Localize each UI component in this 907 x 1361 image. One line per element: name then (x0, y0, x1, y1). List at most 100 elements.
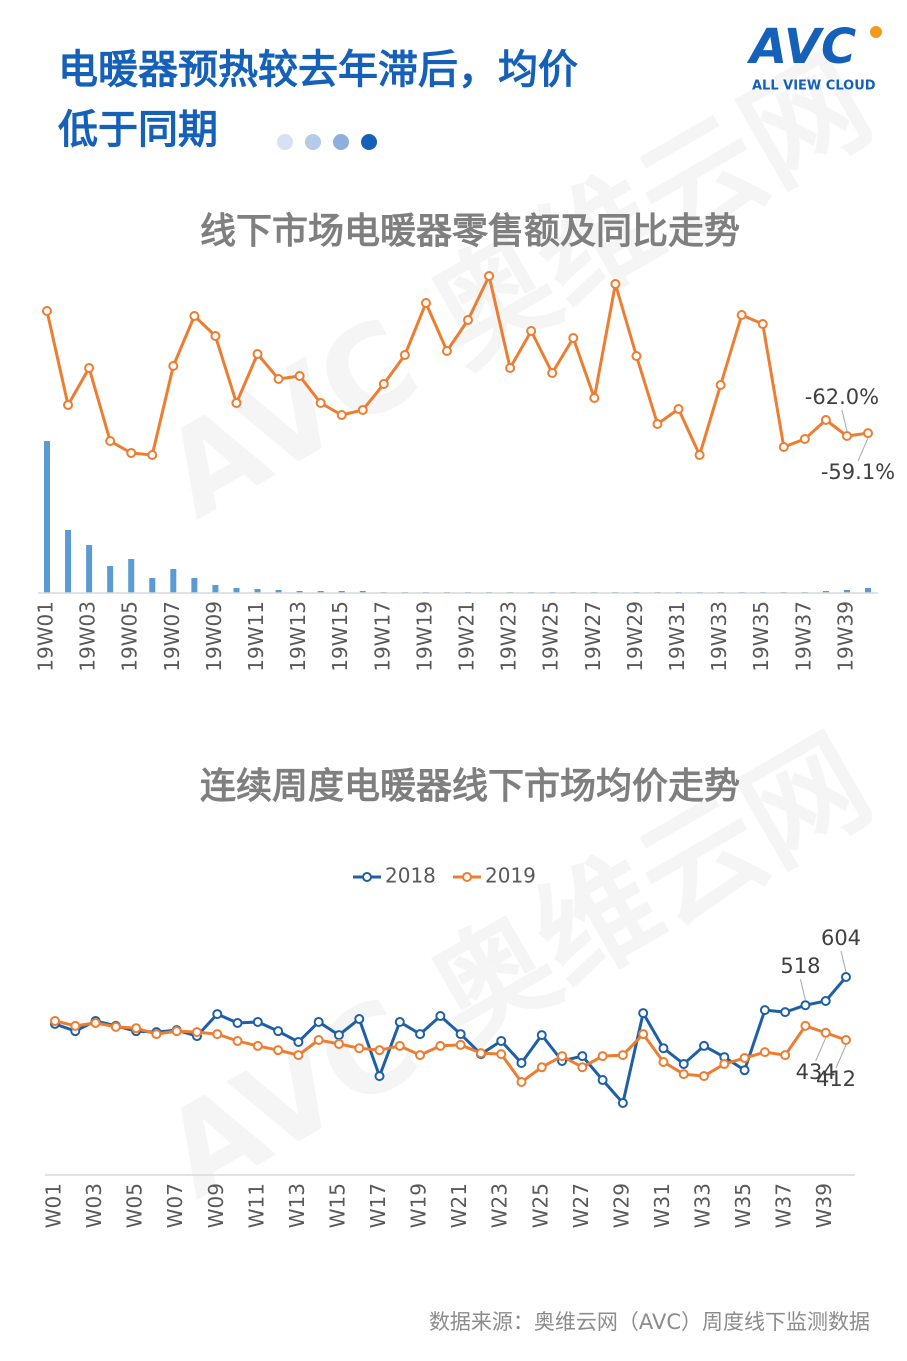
marker (631, 351, 642, 361)
marker (336, 410, 347, 420)
marker (652, 419, 663, 429)
marker (658, 1056, 669, 1067)
bar (822, 591, 829, 593)
marker (589, 393, 600, 403)
x-tick-label: W09 (204, 1183, 228, 1228)
x-tick-label: 19W21 (455, 601, 479, 672)
legend-marker (362, 872, 372, 882)
x-tick-label: W35 (731, 1183, 755, 1228)
x-tick-label: 19W31 (665, 601, 689, 672)
marker (699, 1071, 710, 1082)
marker (354, 1043, 365, 1054)
marker (313, 1016, 324, 1027)
page-title: 电暖器预热较去年滞后，均价 (58, 47, 578, 93)
marker (739, 1065, 750, 1076)
marker (333, 1038, 344, 1049)
svg-text:AVC 奥维云网: AVC 奥维云网 (141, 32, 892, 546)
marker (455, 1029, 466, 1040)
x-tick-label: W01 (42, 1183, 66, 1228)
source: 数据来源：奥维云网（AVC）周度线下监测数据 (429, 1310, 870, 1334)
data-label: 518 (780, 954, 820, 978)
marker (673, 404, 684, 414)
marker (354, 1014, 365, 1024)
x-tick-label: W27 (569, 1183, 593, 1228)
marker (294, 371, 305, 381)
marker (415, 1029, 426, 1040)
marker (516, 1077, 527, 1087)
x-tick-label: W21 (447, 1183, 471, 1228)
marker (273, 1045, 284, 1056)
marker (131, 1023, 142, 1034)
marker (168, 361, 179, 371)
x-tick-label: W29 (609, 1183, 633, 1228)
x-tick-label: 19W09 (202, 601, 226, 672)
marker (463, 315, 474, 325)
x-tick-label: W25 (528, 1183, 552, 1228)
page-title: 低于同期 (58, 107, 218, 153)
marker (536, 1062, 547, 1073)
marker (210, 331, 221, 341)
marker (84, 363, 95, 373)
marker (841, 431, 852, 441)
bar (843, 590, 850, 593)
bar (149, 578, 156, 593)
bar (86, 545, 93, 593)
marker (778, 442, 789, 452)
marker (484, 271, 495, 281)
marker (780, 1050, 791, 1061)
marker (90, 1017, 101, 1028)
x-tick-label: 19W27 (581, 601, 605, 672)
marker (357, 405, 368, 415)
bar (128, 559, 135, 593)
marker (394, 1016, 405, 1027)
marker (374, 1045, 385, 1056)
decor-dots (277, 134, 377, 150)
x-tick-label: 19W13 (286, 601, 310, 672)
marker (70, 1020, 81, 1031)
marker (610, 279, 621, 289)
marker (333, 1030, 344, 1041)
marker (820, 1027, 831, 1038)
x-tick-label: W39 (812, 1183, 836, 1228)
marker (568, 333, 579, 343)
x-tick-label: W31 (650, 1183, 674, 1228)
marker (577, 1051, 588, 1062)
marker (699, 1040, 710, 1051)
marker (547, 368, 558, 378)
marker (694, 450, 705, 460)
marker (496, 1035, 507, 1046)
bar (65, 530, 72, 593)
logo-dot (870, 26, 882, 38)
marker (736, 310, 747, 320)
marker (638, 1008, 649, 1019)
x-tick-label: 19W17 (370, 601, 394, 672)
x-tick-label: 19W05 (118, 601, 142, 672)
marker (435, 1011, 446, 1022)
marker (800, 1000, 811, 1011)
x-tick-label: 19W29 (623, 601, 647, 672)
marker (505, 363, 516, 373)
marker (231, 398, 242, 408)
bar (191, 578, 198, 593)
marker (820, 995, 831, 1006)
marker (105, 436, 116, 446)
marker (171, 1026, 182, 1037)
bar (359, 591, 366, 593)
marker (110, 1021, 121, 1032)
x-tick-label: 19W25 (539, 601, 563, 672)
marker (378, 379, 389, 389)
chart-title: 连续周度电暖器线下市场均价走势 (200, 766, 740, 807)
marker (455, 1039, 466, 1050)
marker (757, 319, 768, 329)
marker (63, 400, 74, 410)
marker (420, 298, 431, 308)
leader-line (857, 437, 869, 462)
leader-line (840, 950, 847, 973)
bar (296, 591, 303, 593)
bar (107, 566, 114, 593)
marker (526, 326, 537, 336)
marker (435, 1040, 446, 1051)
marker (759, 1047, 770, 1058)
bar (212, 585, 219, 593)
legend-marker (462, 872, 472, 882)
